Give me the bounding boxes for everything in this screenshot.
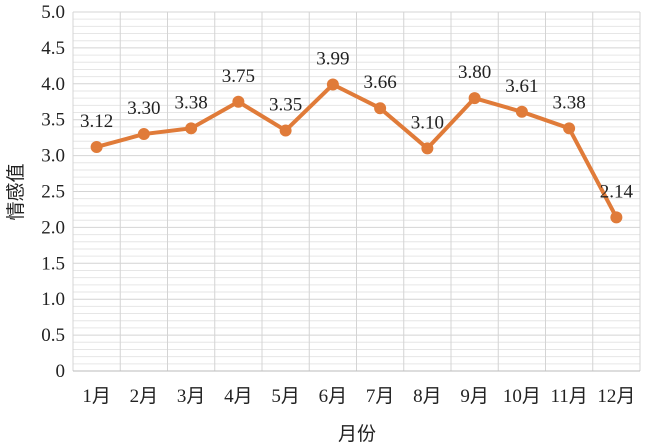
data-label: 3.10 (411, 112, 444, 133)
data-label: 3.35 (269, 94, 302, 115)
x-tick-label: 8月 (413, 386, 442, 407)
y-tick-label: 2.5 (41, 182, 65, 203)
y-tick-label: 0 (56, 361, 66, 382)
x-tick-label: 2月 (130, 386, 159, 407)
x-axis-label: 月份 (338, 423, 376, 445)
x-tick-label: 12月 (597, 386, 635, 407)
x-axis-ticks: 1月 2月 3月 4月 5月 6月 7月 8月 9月 10月 11月 12月 (82, 386, 635, 407)
data-point (421, 142, 434, 155)
x-tick-label: 7月 (366, 386, 395, 407)
x-tick-label: 3月 (177, 386, 206, 407)
data-label: 3.80 (458, 62, 491, 83)
y-tick-label: 5.0 (41, 2, 65, 23)
x-tick-label: 5月 (271, 386, 300, 407)
data-label: 2.14 (600, 181, 634, 202)
y-tick-label: 4.5 (41, 38, 65, 59)
x-tick-label: 11月 (550, 386, 587, 407)
series-line (90, 78, 623, 224)
data-label: 3.38 (553, 92, 586, 113)
data-point (468, 92, 481, 105)
data-label: 3.99 (316, 49, 349, 70)
data-point (185, 122, 198, 135)
data-point (563, 122, 576, 135)
y-tick-label: 1.5 (41, 253, 65, 274)
x-tick-label: 1月 (82, 386, 111, 407)
data-label: 3.30 (127, 98, 160, 119)
data-point (326, 78, 339, 91)
x-tick-label: 9月 (460, 386, 489, 407)
data-point (279, 124, 292, 137)
data-point (90, 140, 103, 153)
data-labels: 3.12 3.30 3.38 3.75 3.35 3.99 3.66 3.10 3.80 3.61… (80, 49, 634, 203)
series-polyline (96, 82, 619, 219)
y-tick-label: 2.0 (41, 217, 65, 238)
x-tick-label: 4月 (224, 386, 253, 407)
y-axis-label: 情感值 (5, 163, 27, 220)
data-label: 3.66 (364, 72, 397, 93)
data-label: 3.61 (505, 76, 538, 97)
gridlines (72, 11, 641, 372)
data-point (374, 102, 387, 115)
x-tick-label: 6月 (319, 386, 348, 407)
y-tick-label: 4.0 (41, 74, 65, 95)
data-label: 3.12 (80, 111, 113, 132)
data-label: 3.75 (222, 66, 255, 87)
y-tick-label: 1.0 (41, 289, 65, 310)
y-tick-label: 0.5 (41, 325, 65, 346)
x-tick-label: 10月 (503, 386, 541, 407)
data-point (137, 128, 150, 141)
data-point (610, 211, 623, 224)
y-tick-label: 3.0 (41, 146, 65, 167)
data-point (515, 105, 528, 118)
y-axis-ticks: 0 0.5 1.0 1.5 2.0 2.5 3.0 3.5 4.0 4.5 5.0 (41, 2, 65, 382)
y-tick-label: 3.5 (41, 110, 65, 131)
data-label: 3.38 (175, 92, 208, 113)
data-point (232, 95, 245, 108)
